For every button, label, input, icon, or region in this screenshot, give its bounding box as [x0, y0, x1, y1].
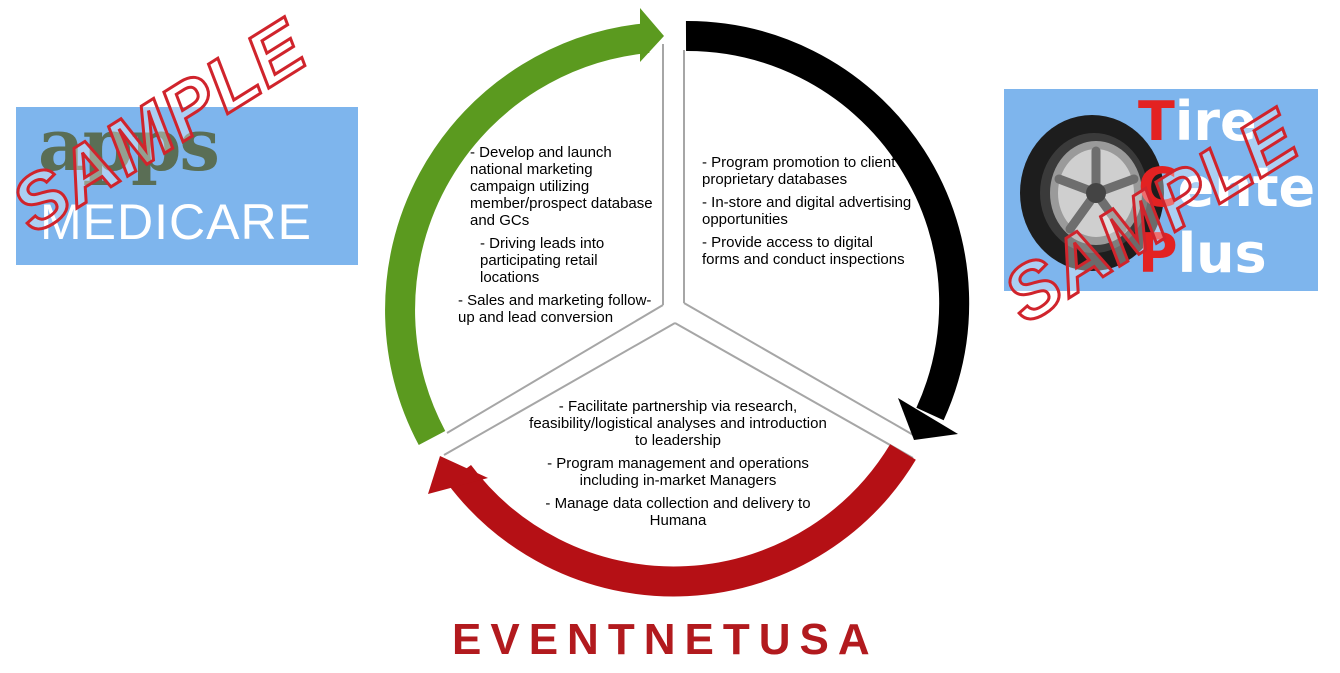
plus-rest: lus [1177, 222, 1267, 285]
plus-initial: P [1138, 222, 1178, 285]
apps-wordmark: apps apps [38, 107, 228, 181]
medicare-wordmark: MEDICARE [40, 194, 312, 250]
center-initial: C [1138, 156, 1178, 219]
apps-wordmark-text: apps [38, 107, 220, 187]
left-panel-item: - Develop and launch national marketing … [470, 144, 653, 229]
divider-right [683, 302, 916, 437]
right-panel-text: - Program promotion to client proprietar… [702, 154, 912, 274]
red-arrowhead [428, 456, 488, 494]
black-arrow-arc [685, 20, 970, 421]
apps-medicare-logo: apps apps MEDICARE [16, 107, 358, 265]
right-panel-item: - In-store and digital advertising oppor… [702, 194, 912, 228]
tire-initial: T [1138, 90, 1175, 153]
eventnetusa-wordmark: EVENTNETUSA [452, 615, 879, 664]
left-panel-item: - Sales and marketing follow-up and lead… [458, 292, 652, 326]
tire-center-plus-logo: Tire Center Plus [1004, 89, 1318, 291]
bottom-panel-item: - Program management and operations incl… [547, 455, 809, 489]
green-arrowhead [640, 8, 664, 62]
right-panel-item: - Program promotion to client proprietar… [702, 154, 896, 188]
left-panel-item: - Driving leads into participating retai… [480, 235, 605, 286]
left-panel-text: - Develop and launch national marketing … [458, 144, 658, 332]
plus-word: Plus [1138, 227, 1267, 281]
divider-left [446, 304, 664, 434]
black-arrowhead [898, 398, 958, 440]
divider-bottom-left [443, 322, 676, 456]
bottom-panel-item: - Facilitate partnership via research, f… [529, 398, 827, 449]
right-panel-item: - Provide access to digital forms and co… [702, 234, 905, 268]
tire-wheel-icon [1020, 115, 1164, 271]
center-word: Center [1138, 161, 1318, 215]
center-rest: enter [1177, 156, 1318, 219]
tire-word: Tire [1138, 95, 1257, 149]
divider-bottom-right [674, 322, 914, 459]
red-arrow-arc [446, 444, 916, 597]
green-arrow-arc [385, 23, 650, 446]
tire-rest: ire [1174, 90, 1257, 153]
bottom-panel-item: - Manage data collection and delivery to… [545, 495, 811, 529]
bottom-panel-text: - Facilitate partnership via research, f… [528, 398, 828, 535]
